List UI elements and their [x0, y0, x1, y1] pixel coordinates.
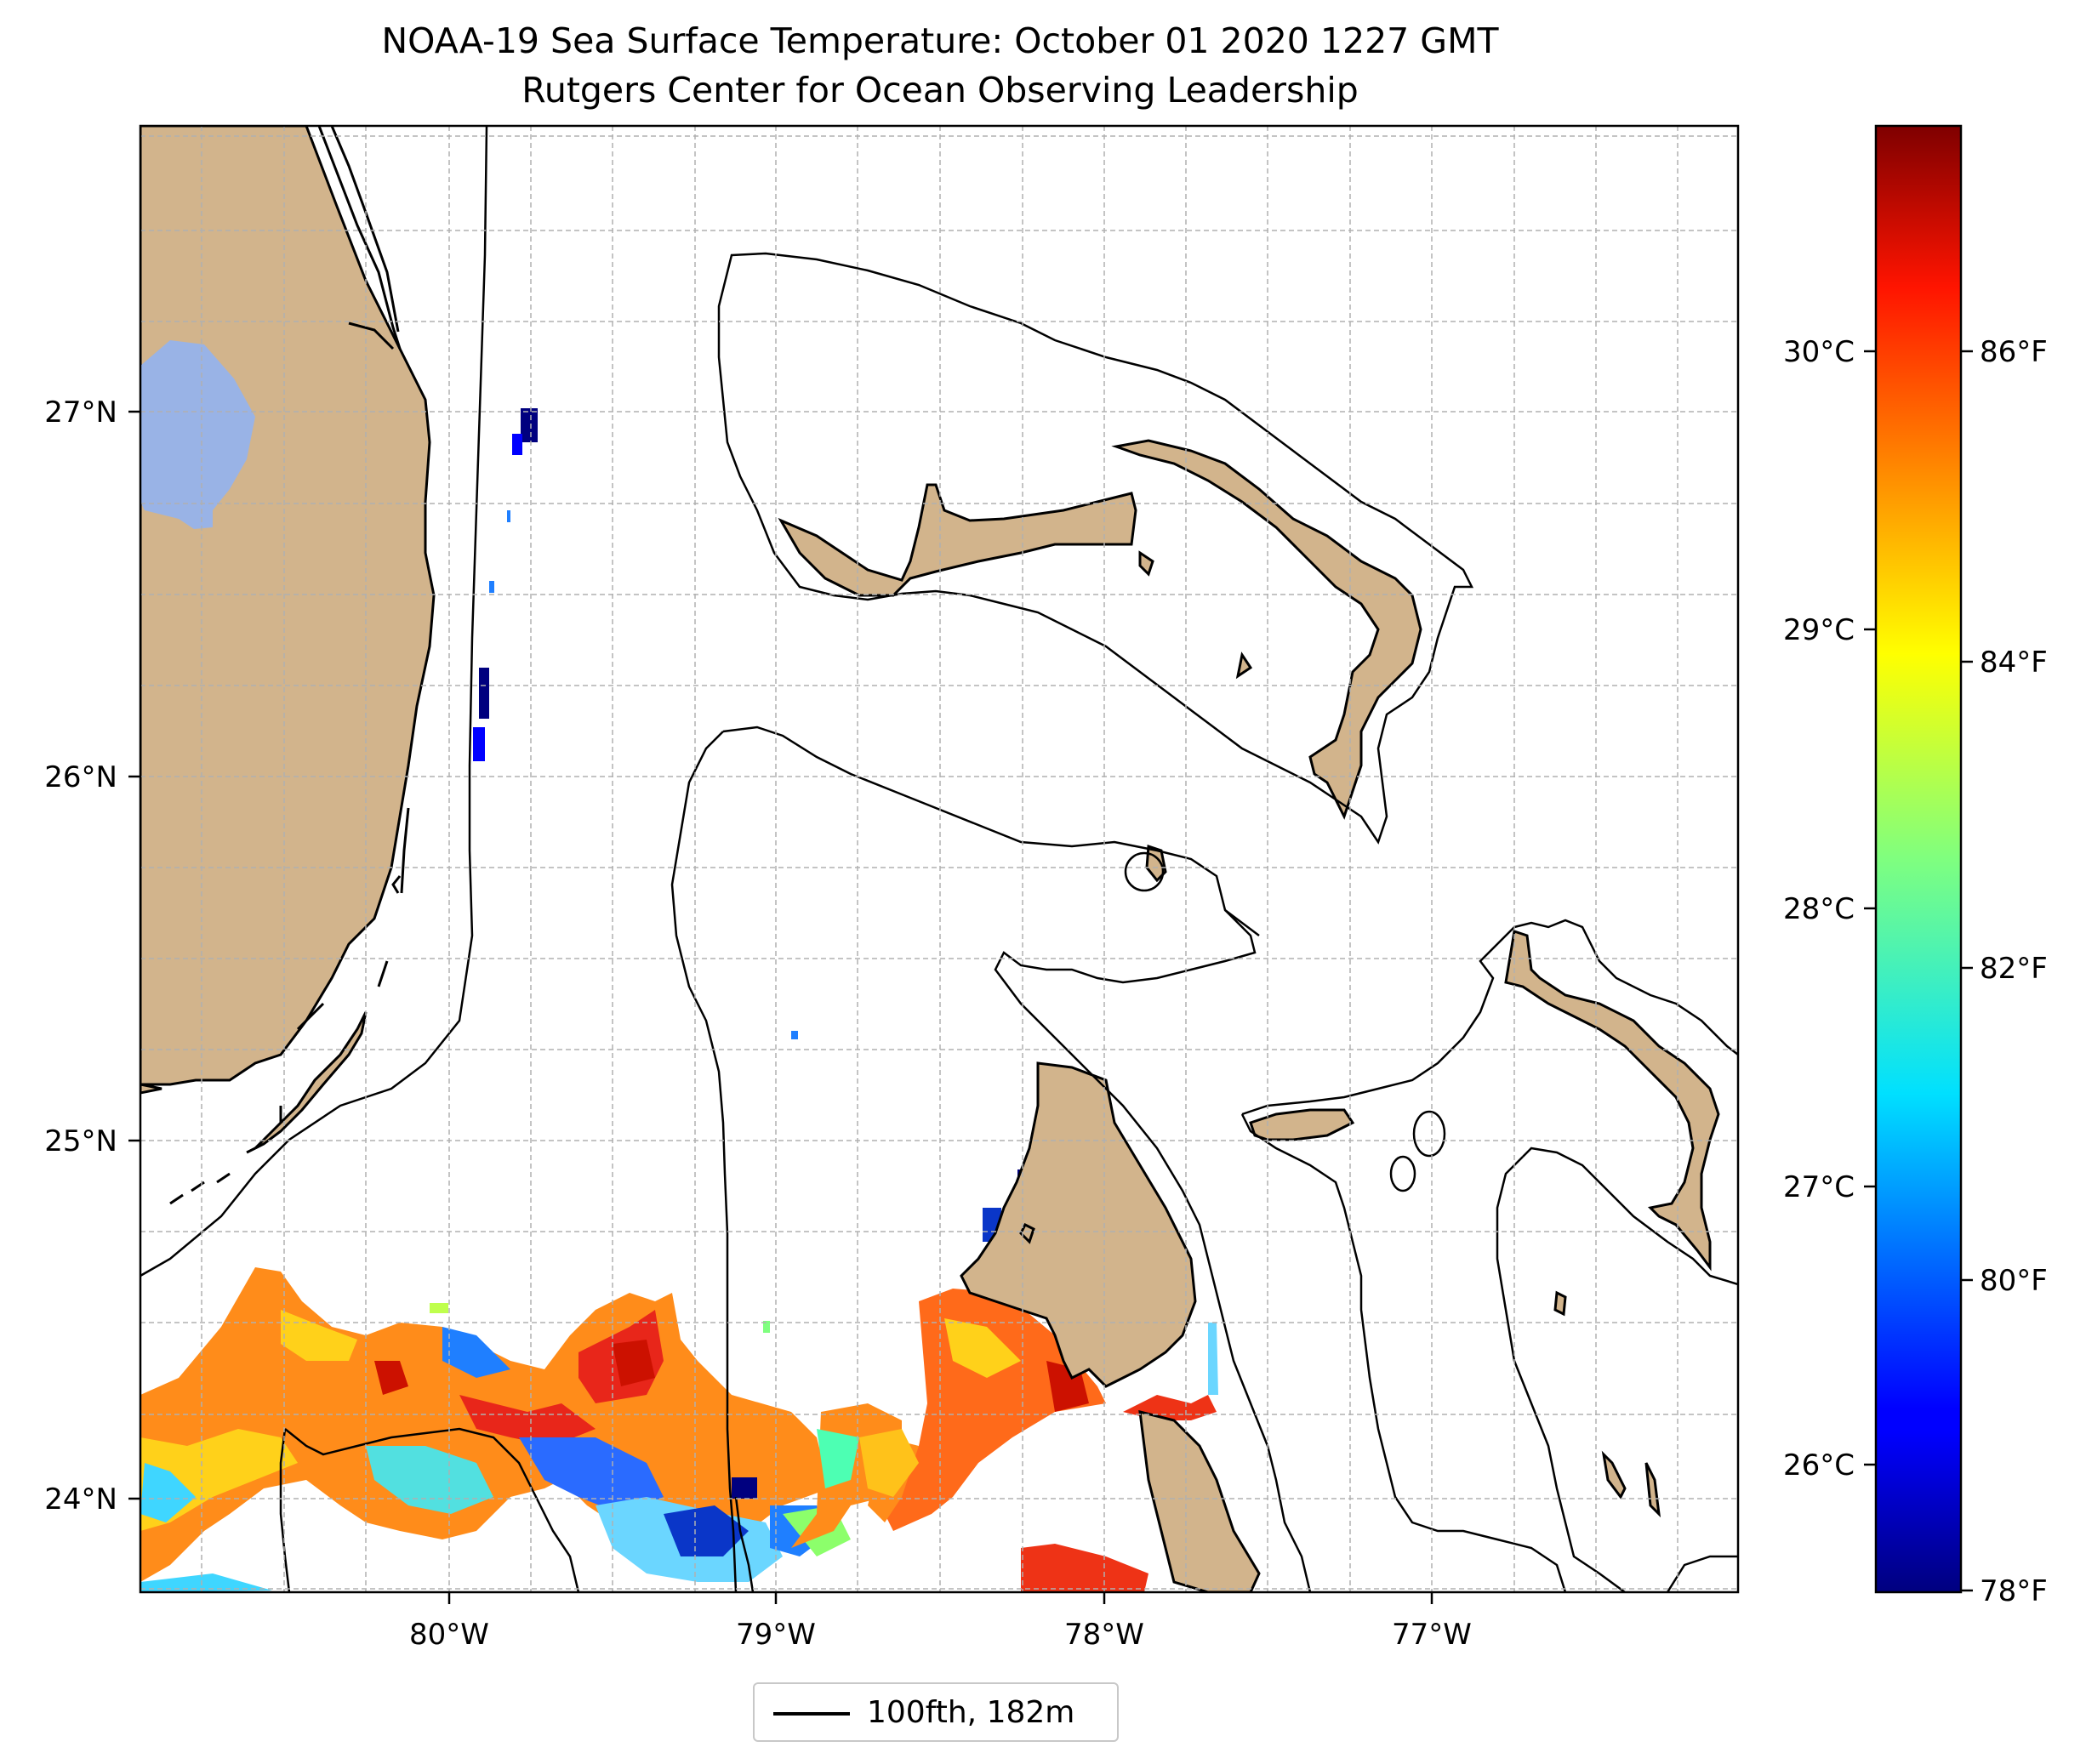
lat-tick-label: 26°N	[44, 760, 117, 794]
lat-tick-label: 25°N	[44, 1124, 117, 1158]
colorbar	[1874, 124, 1963, 1594]
colorbar-fahrenheit-label: 78°F	[1980, 1574, 2048, 1608]
map-subtitle: Rutgers Center for Ocean Observing Leade…	[522, 70, 1359, 111]
andros-island	[960, 1061, 1197, 1388]
sst-data-layer	[140, 408, 1218, 1592]
legend-label: 100fth, 182m	[867, 1695, 1075, 1730]
lon-tick-label: 80°W	[409, 1618, 489, 1652]
colorbar-celsius-label: 27°C	[1783, 1170, 1855, 1204]
eleuthera-island	[1504, 930, 1720, 1272]
colorbar-celsius-label: 29°C	[1783, 613, 1855, 647]
colorbar-celsius-label: 26°C	[1783, 1448, 1855, 1482]
lake-okeechobee	[140, 340, 255, 529]
lat-tick-label: 27°N	[44, 395, 117, 430]
plot-frame	[139, 124, 1740, 1594]
abaco-island	[1111, 439, 1422, 820]
lon-tick-label: 77°W	[1392, 1618, 1472, 1652]
legend-line-swatch	[773, 1712, 850, 1716]
map-title: NOAA-19 Sea Surface Temperature: October…	[381, 20, 1499, 61]
colorbar-fahrenheit-label: 84°F	[1980, 646, 2048, 680]
lon-tick-label: 79°W	[736, 1618, 816, 1652]
grand-bahama	[778, 483, 1137, 597]
colorbar-fahrenheit-label: 86°F	[1980, 335, 2048, 369]
lat-tick-label: 24°N	[44, 1482, 117, 1516]
isobath-100fth	[140, 126, 1738, 1592]
lon-tick-label: 78°W	[1064, 1618, 1144, 1652]
colorbar-celsius-label: 30°C	[1783, 335, 1855, 369]
colorbar-fahrenheit-label: 82°F	[1980, 952, 2048, 986]
colorbar-fahrenheit-label: 80°F	[1980, 1264, 2048, 1298]
legend: 100fth, 182m	[753, 1682, 1119, 1742]
andros-south	[1138, 1410, 1261, 1592]
graticule	[140, 126, 1738, 1592]
colorbar-celsius-label: 28°C	[1783, 892, 1855, 926]
